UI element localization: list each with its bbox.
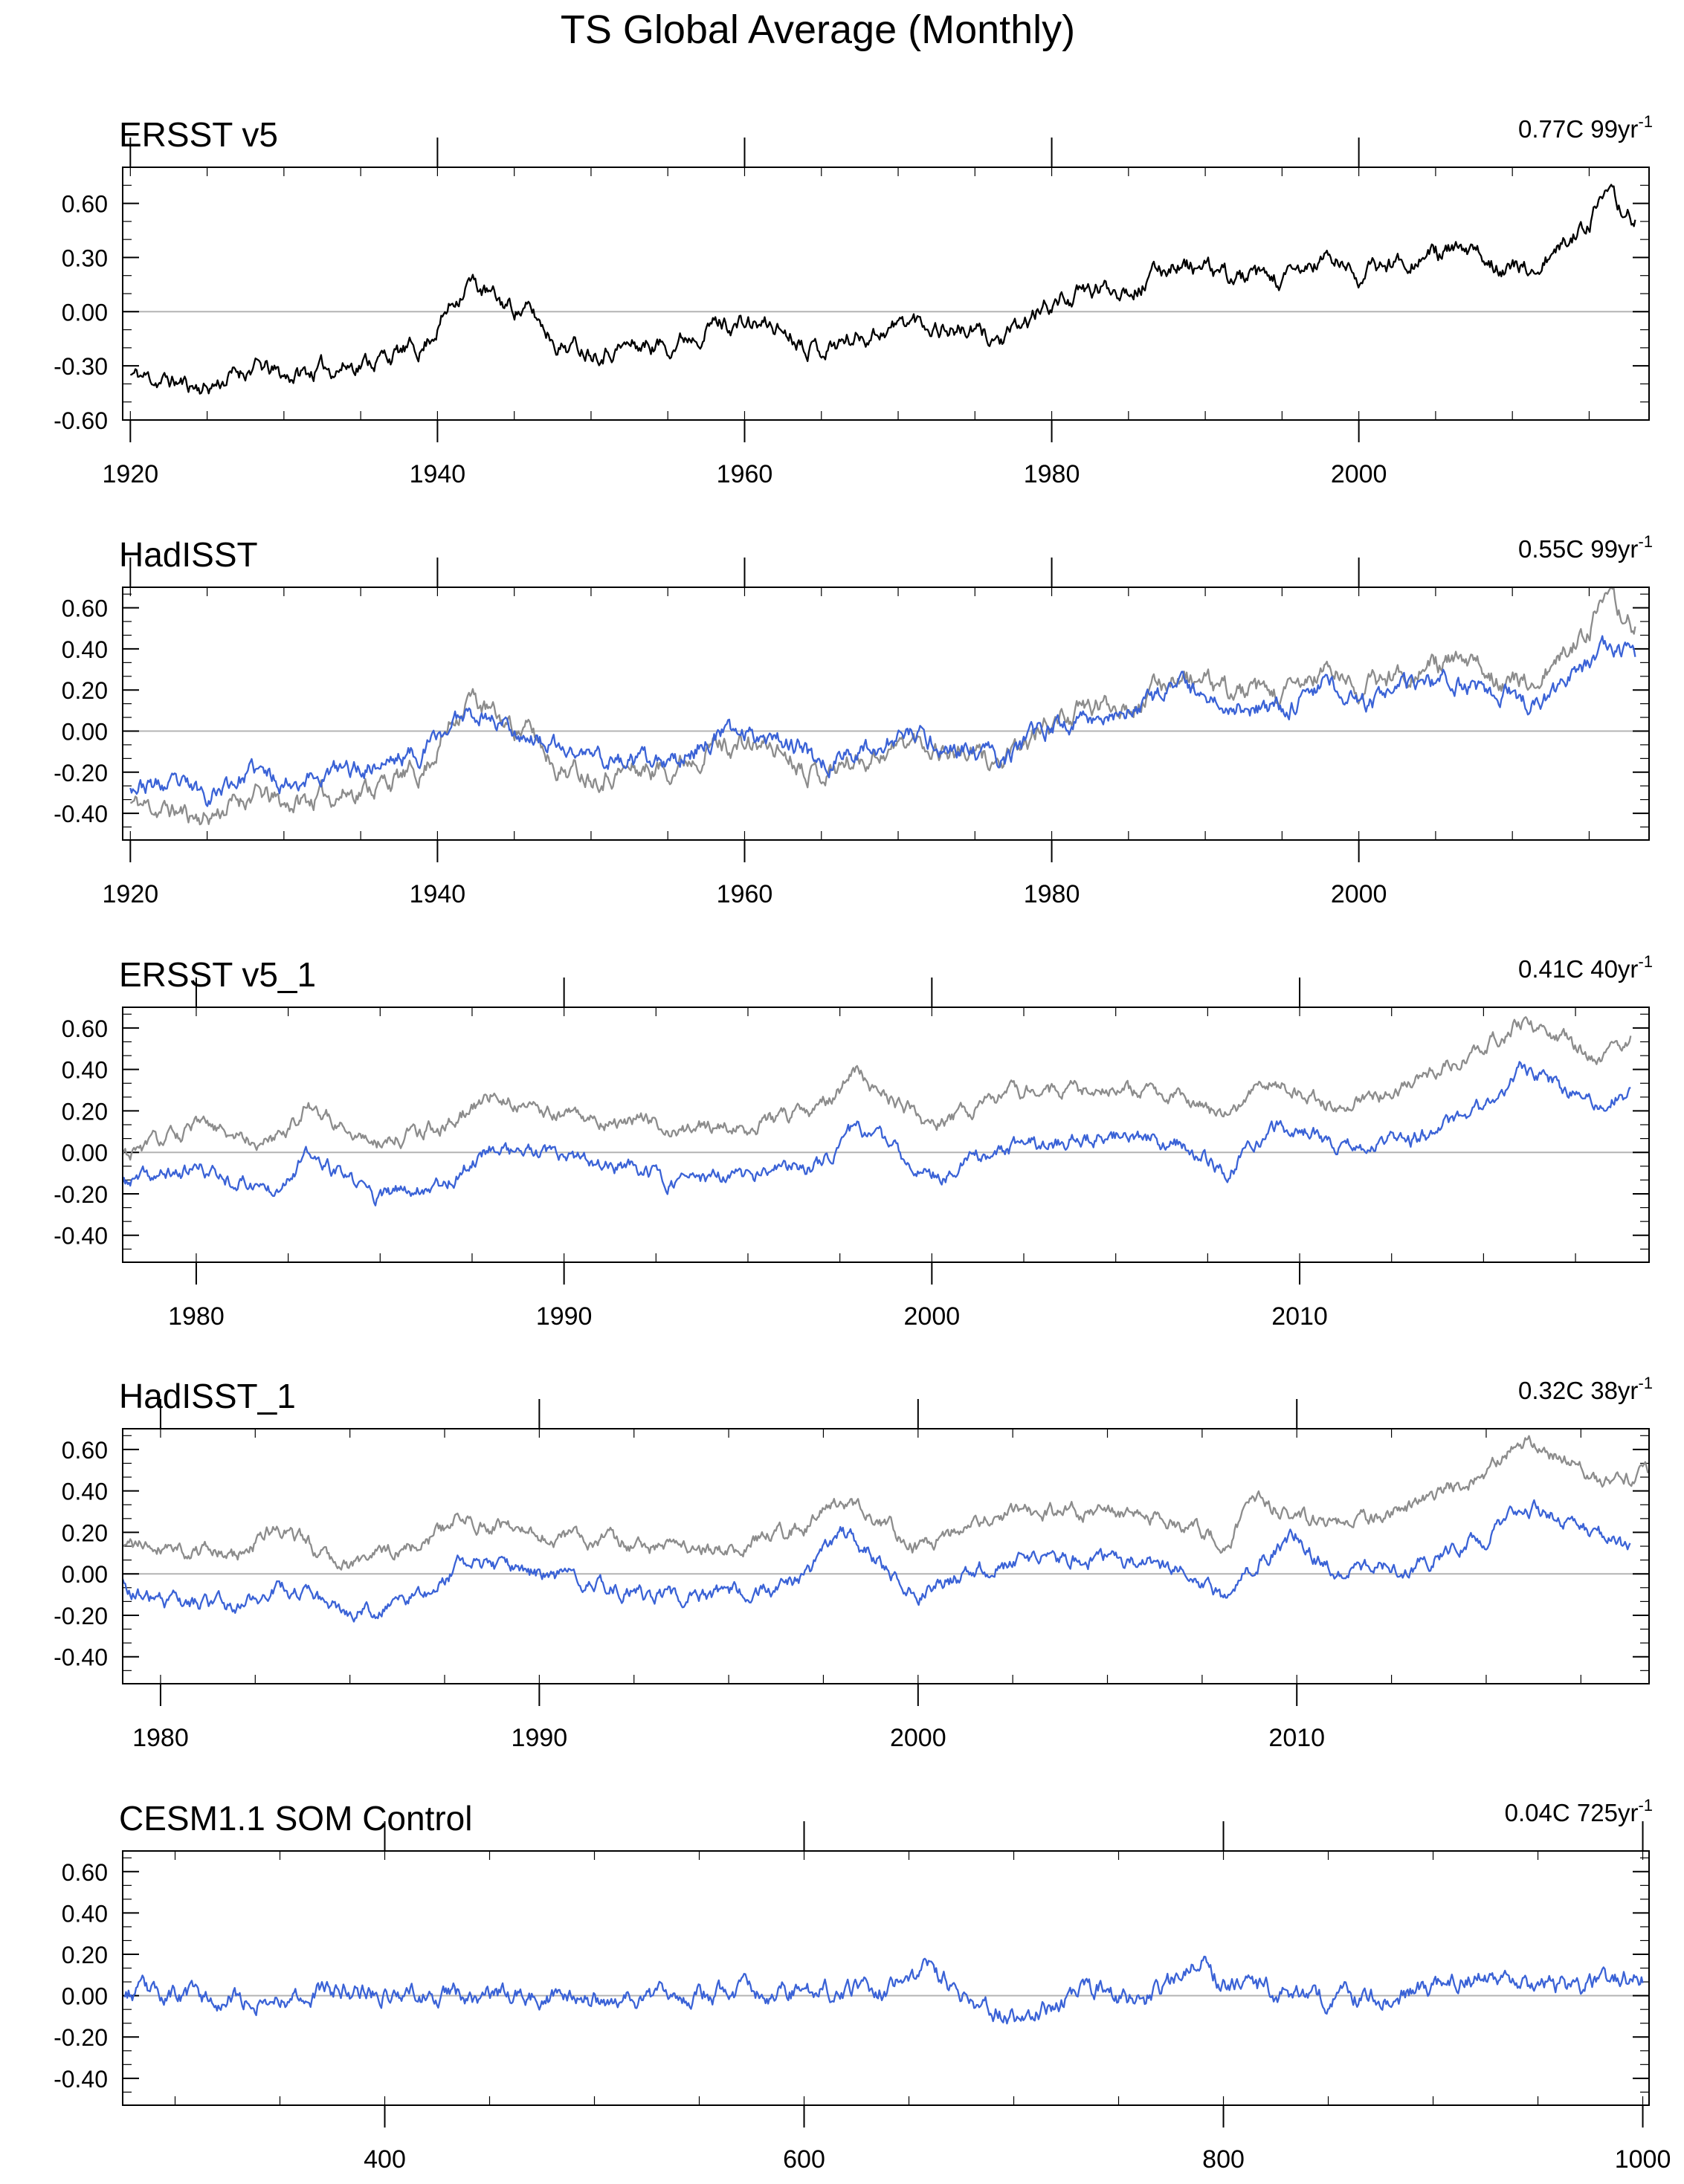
y-tick-label: 0.00 <box>62 718 108 745</box>
trend-label: 0.41C 40yr-1 <box>1518 952 1653 983</box>
series-line-1 <box>121 1016 1632 1161</box>
y-tick-label: 0.60 <box>62 1437 108 1464</box>
x-tick-label: 800 <box>1202 2145 1245 2174</box>
y-tick-label: 0.60 <box>62 595 108 622</box>
trend-label: 0.77C 99yr-1 <box>1518 112 1653 143</box>
x-tick-label: 2000 <box>1331 880 1387 908</box>
x-tick-label: 1990 <box>536 1302 593 1331</box>
y-tick-label: 0.40 <box>62 1057 108 1084</box>
y-tick-label: -0.30 <box>54 353 108 380</box>
y-tick-label: -0.40 <box>54 1644 108 1671</box>
chart-panel-3: ERSST v5_1 0.41C 40yr-1 -0.40 -0.20 0.00 0.20… <box>54 952 1653 1331</box>
panel-title: ERSST v5 <box>119 115 278 154</box>
x-tick-label: 1940 <box>410 460 466 488</box>
trend-label: 0.32C 38yr-1 <box>1518 1374 1653 1404</box>
trend-label: 0.55C 99yr-1 <box>1518 532 1653 563</box>
panel-title: ERSST v5_1 <box>119 955 316 994</box>
series-line-2 <box>121 1061 1631 1206</box>
x-tick-label: 1990 <box>512 1724 568 1752</box>
x-tick-label: 600 <box>783 2145 825 2174</box>
chart-panel-4: HadISST_1 0.32C 38yr-1 -0.40 -0.20 0.00 0.20 0… <box>54 1374 1653 1752</box>
x-tick-label: 2010 <box>1268 1724 1325 1752</box>
y-tick-label: 0.20 <box>62 1519 108 1546</box>
x-tick-label: 2000 <box>1331 460 1387 488</box>
x-tick-label: 1980 <box>1024 460 1080 488</box>
chart-panel-5: CESM1.1 SOM Control 0.04C 725yr-1 -0.40 -0.… <box>54 1796 1671 2174</box>
chart-panel-1: ERSST v5 0.77C 99yr-1 -0.60 -0.30 0.00 0.30 0.… <box>54 112 1653 488</box>
plot-frame <box>122 1428 1650 1684</box>
x-tick-label: 1920 <box>103 880 159 908</box>
y-tick-label: 0.20 <box>62 1098 108 1125</box>
y-tick-label: 0.20 <box>62 677 108 704</box>
x-tick-label: 1920 <box>103 460 159 488</box>
y-tick-label: -0.40 <box>54 2066 108 2093</box>
y-tick-label: 0.30 <box>62 245 108 271</box>
trend-exponent: -1 <box>1638 532 1653 551</box>
y-tick-label: -0.40 <box>54 801 108 827</box>
panel-title: HadISST_1 <box>119 1377 296 1415</box>
series-line-1 <box>130 184 1636 395</box>
y-tick-label: 0.60 <box>62 191 108 218</box>
chart-panel-2: HadISST 0.55C 99yr-1 -0.40 -0.20 0.00 0.20 0.4… <box>54 532 1653 908</box>
x-tick-label: 2000 <box>890 1724 946 1752</box>
y-tick-label: 0.60 <box>62 1859 108 1886</box>
trend-value: 0.04C 725yr <box>1505 1799 1639 1826</box>
trend-exponent: -1 <box>1638 952 1653 971</box>
plot-frame <box>122 1850 1650 2106</box>
series-line-1 <box>123 1955 1644 2025</box>
x-tick-label: 1940 <box>410 880 466 908</box>
trend-exponent: -1 <box>1638 112 1653 131</box>
x-tick-label: 1960 <box>717 460 773 488</box>
x-tick-label: 400 <box>364 2145 406 2174</box>
y-tick-label: 0.40 <box>62 636 108 663</box>
trend-exponent: -1 <box>1638 1796 1653 1815</box>
plot-frame <box>122 587 1650 841</box>
x-tick-label: 1980 <box>1024 880 1080 908</box>
y-tick-label: -0.40 <box>54 1223 108 1250</box>
y-tick-label: 0.00 <box>62 1140 108 1166</box>
series-line-2 <box>121 1499 1631 1623</box>
trend-value: 0.32C 38yr <box>1518 1377 1638 1404</box>
x-tick-label: 1980 <box>132 1724 189 1752</box>
y-tick-label: 0.00 <box>62 1561 108 1588</box>
panel-title: HadISST <box>119 535 258 574</box>
y-tick-label: -0.20 <box>54 760 108 786</box>
x-tick-label: 1000 <box>1615 2145 1671 2174</box>
y-tick-label: -0.20 <box>54 2024 108 2051</box>
x-tick-label: 2010 <box>1271 1302 1328 1331</box>
y-tick-label: -0.60 <box>54 407 108 434</box>
series-line-1 <box>122 1435 1650 1571</box>
y-tick-label: -0.20 <box>54 1603 108 1629</box>
y-tick-label: 0.00 <box>62 299 108 326</box>
series-line-1 <box>130 586 1636 826</box>
x-tick-label: 1960 <box>717 880 773 908</box>
trend-value: 0.77C 99yr <box>1518 115 1638 143</box>
y-tick-label: 0.60 <box>62 1015 108 1042</box>
trend-exponent: -1 <box>1638 1374 1653 1392</box>
y-tick-label: -0.20 <box>54 1181 108 1208</box>
series-line-2 <box>129 635 1636 807</box>
x-tick-label: 2000 <box>904 1302 961 1331</box>
y-tick-label: 0.20 <box>62 1942 108 1968</box>
plot-frame <box>122 167 1650 421</box>
plot-frame <box>122 1007 1650 1263</box>
trend-value: 0.41C 40yr <box>1518 955 1638 983</box>
panel-title: CESM1.1 SOM Control <box>119 1799 472 1838</box>
trend-value: 0.55C 99yr <box>1518 535 1638 563</box>
y-tick-label: 0.40 <box>62 1479 108 1505</box>
y-tick-label: 0.00 <box>62 1983 108 2010</box>
trend-label: 0.04C 725yr-1 <box>1505 1796 1653 1826</box>
y-tick-label: 0.40 <box>62 1900 108 1927</box>
x-tick-label: 1980 <box>168 1302 225 1331</box>
figure-title: TS Global Average (Monthly) <box>561 7 1075 52</box>
